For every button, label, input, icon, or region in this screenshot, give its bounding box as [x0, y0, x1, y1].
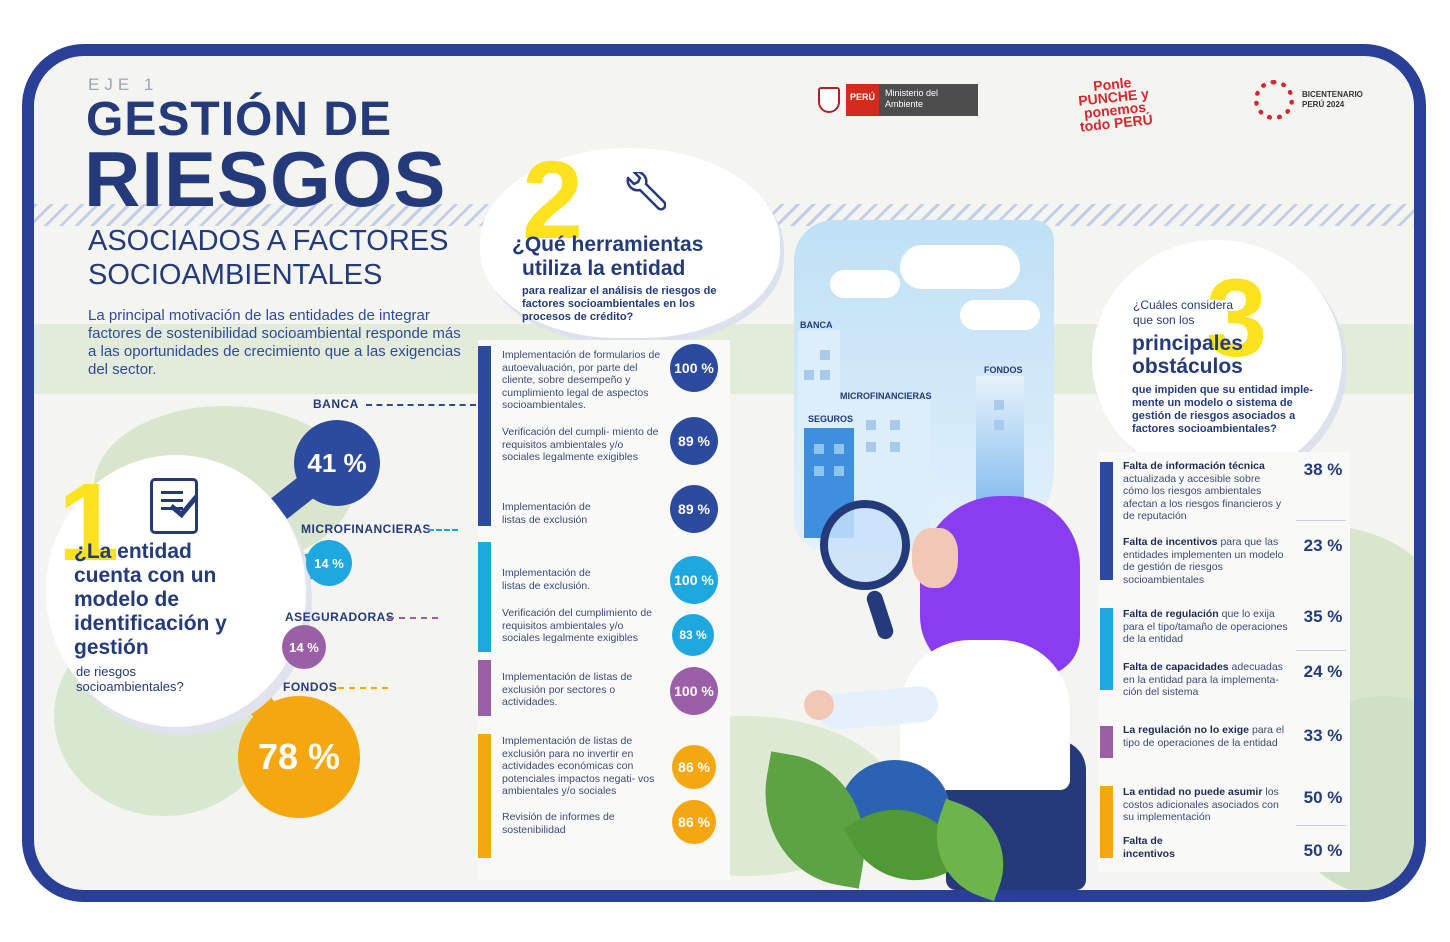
tool-value: 100 % — [670, 667, 718, 715]
question2-line2: utiliza la entidad — [522, 257, 686, 280]
building-label: SEGUROS — [808, 414, 854, 424]
tool-value: 86 % — [672, 800, 716, 844]
obstacle-value: 23 % — [1303, 536, 1343, 555]
cloud — [960, 300, 1040, 330]
tool-text: Revisión de informes de sostenibilidad — [502, 811, 615, 836]
coat-of-arms-icon — [818, 87, 840, 113]
building-label: FONDOS — [984, 365, 1023, 375]
question2-sub: para realizar el análisis de riesgos de … — [522, 285, 717, 323]
group-bar-banca — [478, 346, 491, 526]
tool-text: Implementación de listas de exclusión pa… — [502, 735, 655, 797]
eje-label: EJE 1 — [88, 75, 159, 94]
magnifier-icon — [820, 500, 910, 590]
segment-label-aseguradoras: ASEGURADORAS — [285, 610, 395, 624]
obstacle-text: Falta de información técnica actualizada… — [1123, 460, 1282, 522]
tool-text: Implementación de formularios de autoeva… — [502, 349, 661, 411]
building-fondos — [976, 376, 1024, 516]
group-bar-microfinancieras — [478, 542, 491, 652]
connector — [388, 617, 438, 619]
woman-face — [912, 528, 958, 588]
banca-value: 41 % — [294, 420, 380, 506]
obstacle-value: 38 % — [1303, 460, 1343, 479]
woman-hand — [804, 690, 834, 720]
question3-b: principales obstáculos — [1132, 332, 1243, 378]
tool-value: 100 % — [670, 556, 718, 604]
minam-logo: PERÚ Ministerio del Ambiente — [818, 84, 978, 116]
fondos-value: 78 % — [238, 696, 360, 818]
obstacle-text: Falta de regulación que lo exija para el… — [1123, 608, 1288, 645]
connector — [338, 687, 388, 689]
question1-sub: de riesgos socioambientales? — [76, 664, 184, 694]
bicentenario-ring-icon — [1254, 80, 1294, 120]
obstacle-bar-banca — [1100, 462, 1113, 580]
obstacle-bar-fondos — [1100, 786, 1113, 858]
obstacle-value: 50 % — [1303, 788, 1343, 807]
obstacle-value: 24 % — [1303, 662, 1343, 681]
title-line2: RIESGOS — [84, 135, 447, 223]
tool-text: Verificación del cumpli- miento de requi… — [502, 426, 659, 463]
peru-label: PERÚ — [846, 84, 880, 116]
aseguradoras-value: 14 % — [282, 625, 326, 669]
obstacle-value: 35 % — [1303, 607, 1343, 626]
separator — [1296, 825, 1346, 826]
cloud — [900, 245, 1020, 289]
tool-value: 83 % — [672, 614, 714, 656]
title-line1: GESTIÓN DE — [86, 93, 393, 146]
segment-label-fondos: FONDOS — [283, 680, 338, 694]
intro-text: La principal motivación de las entidades… — [88, 307, 461, 378]
group-bar-fondos — [478, 734, 491, 858]
building-label: MICROFINANCIERAS — [840, 391, 932, 401]
section-number-2: 2 — [522, 139, 584, 262]
obstacles-panel — [1098, 452, 1350, 872]
obstacle-text: Falta de incentivos para que las entidad… — [1123, 536, 1284, 586]
obstacle-text: La entidad no puede asumir los costos ad… — [1123, 786, 1279, 823]
tool-text: Implementación de listas de exclusión po… — [502, 671, 633, 708]
obstacle-value: 33 % — [1303, 726, 1343, 745]
section-number-1: 1 — [58, 461, 120, 584]
bicentenario-label: BICENTENARIO PERÚ 2024 — [1302, 90, 1363, 109]
microfinancieras-value: 14 % — [306, 540, 352, 586]
segment-label-banca: BANCA — [313, 397, 359, 411]
ponle-punche-logo: Ponle PUNCHE y ponemos todo PERÚ — [1077, 74, 1154, 135]
question2-line1: ¿Qué herramientas — [512, 233, 704, 256]
section-number-3: 3 — [1206, 257, 1268, 380]
tool-value: 100 % — [670, 344, 718, 392]
cloud — [830, 270, 900, 298]
wrench-icon — [626, 172, 666, 211]
obstacle-text: Falta de incentivos — [1123, 835, 1175, 860]
separator — [1296, 520, 1346, 521]
obstacle-text: La regulación no lo exige para el tipo d… — [1123, 724, 1285, 749]
obstacle-bar-aseguradoras — [1100, 726, 1113, 758]
tool-value: 89 % — [670, 485, 718, 533]
question1-circle — [46, 455, 306, 727]
ministerio-label: Ministerio del Ambiente — [879, 84, 978, 116]
question3-c: que impiden que su entidad imple- mente … — [1132, 384, 1313, 435]
separator — [1296, 650, 1346, 651]
building-label: BANCA — [800, 320, 833, 330]
tool-text: Verificación del cumplimiento de requisi… — [502, 607, 652, 644]
checklist-icon — [150, 478, 198, 534]
segment-label-microfinancieras: MICROFINANCIERAS — [301, 522, 431, 536]
tool-text: Implementación de listas de exclusión — [502, 501, 591, 526]
obstacle-bar-microfinancieras — [1100, 608, 1113, 690]
tool-value: 86 % — [672, 745, 716, 789]
subtitle: ASOCIADOS A FACTORES SOCIOAMBIENTALES — [88, 225, 449, 291]
connector — [428, 529, 458, 531]
tool-text: Implementación de listas de exclusión. — [502, 567, 591, 592]
obstacle-value: 50 % — [1303, 841, 1343, 860]
group-bar-aseguradoras — [478, 660, 491, 716]
connector — [366, 404, 476, 406]
question1: ¿La entidad cuenta con un modelo de iden… — [74, 540, 227, 659]
obstacle-text: Falta de capacidades adecuadas en la ent… — [1123, 661, 1283, 698]
question3-a: ¿Cuáles considera que son los — [1133, 298, 1234, 327]
question3-circle — [1092, 240, 1342, 480]
tool-value: 89 % — [670, 417, 718, 465]
bicentenario-logo: BICENTENARIO PERÚ 2024 — [1254, 80, 1366, 120]
